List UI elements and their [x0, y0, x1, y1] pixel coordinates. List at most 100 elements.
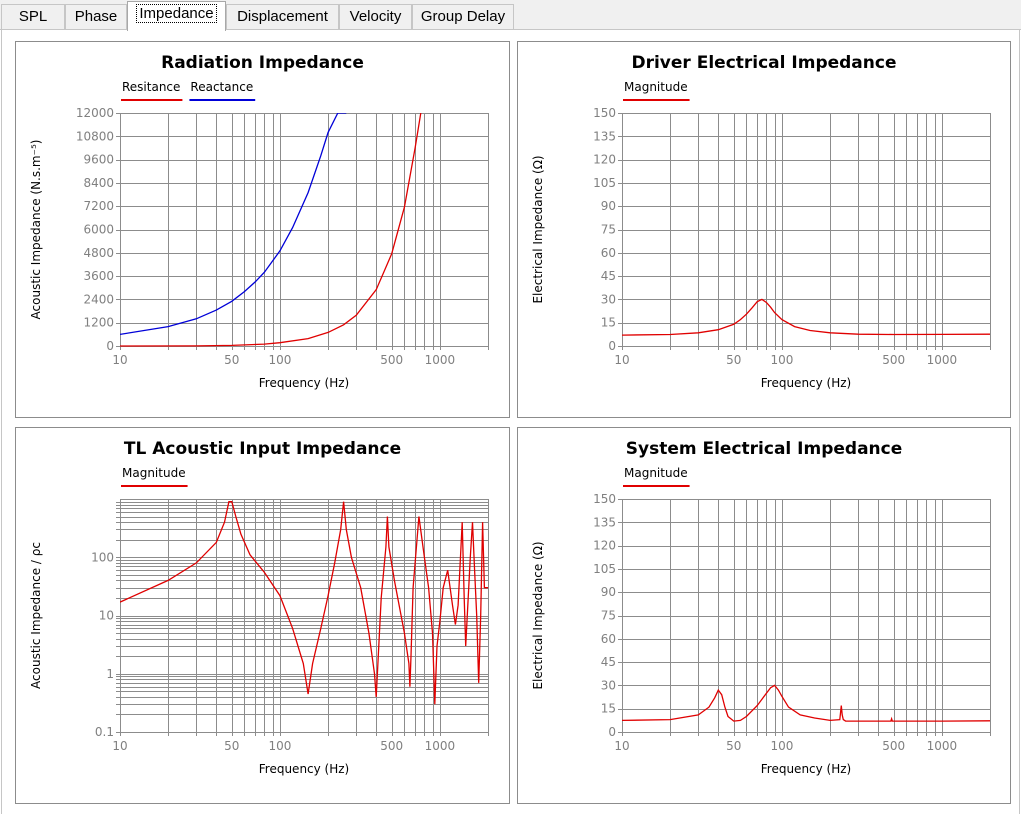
y-tick-label: 0 [106, 339, 114, 353]
x-tick-label: 10 [112, 739, 127, 753]
grid [116, 499, 489, 736]
y-tick-label: 45 [601, 269, 616, 283]
tab-phase[interactable]: Phase [65, 4, 127, 29]
y-tick-label: 2400 [83, 292, 114, 306]
chart-title: Driver Electrical Impedance [631, 53, 896, 73]
chart-title: Radiation Impedance [161, 53, 364, 73]
y-tick-label: 0.1 [95, 725, 114, 739]
legend-label: Magnitude [624, 80, 688, 94]
y-tick-label: 10 [99, 609, 114, 623]
tab-impedance[interactable]: Impedance [127, 1, 226, 31]
y-tick-label: 120 [593, 153, 616, 167]
legend-label: Magnitude [624, 466, 688, 480]
y-tick-label: 1 [106, 667, 114, 681]
y-tick-label: 105 [593, 562, 616, 576]
x-tick-label: 1000 [425, 353, 456, 367]
legend-label: Magnitude [122, 466, 186, 480]
x-tick-label: 500 [380, 353, 403, 367]
y-tick-label: 6000 [83, 223, 114, 237]
x-axis-label: Frequency (Hz) [259, 376, 350, 390]
y-tick-label: 30 [601, 678, 616, 692]
y-tick-label: 4800 [83, 246, 114, 260]
tab-displacement[interactable]: Displacement [226, 4, 339, 29]
y-tick-label: 75 [601, 609, 616, 623]
impedance-tab-content: Radiation Impedance Resitance Reactance 0 12… [1, 30, 1020, 814]
x-tick-label: 50 [224, 353, 239, 367]
grid [618, 499, 991, 736]
tab-bar: SPL Phase Impedance Displacement Velocit… [0, 0, 1021, 31]
y-tick-label: 90 [601, 199, 616, 213]
x-tick-label: 50 [726, 739, 741, 753]
radiation-impedance-chart: Radiation Impedance Resitance Reactance 0 12… [29, 53, 489, 390]
x-tick-label: 500 [380, 739, 403, 753]
y-tick-label: 105 [593, 176, 616, 190]
x-tick-label: 500 [882, 739, 905, 753]
x-tick-label: 10 [614, 739, 629, 753]
y-tick-label: 45 [601, 655, 616, 669]
plot-frame [622, 113, 991, 347]
x-tick-label: 50 [224, 739, 239, 753]
y-tick-label: 15 [601, 702, 616, 716]
y-tick-label: 30 [601, 292, 616, 306]
y-tick-label: 150 [593, 492, 616, 506]
y-tick-label: 12000 [76, 106, 114, 120]
y-tick-label: 100 [91, 550, 114, 564]
legend-label: Resitance [122, 80, 180, 94]
y-tick-label: 150 [593, 106, 616, 120]
y-tick-label: 90 [601, 585, 616, 599]
legend-label: Reactance [190, 80, 253, 94]
y-tick-label: 135 [593, 515, 616, 529]
series-line-reactance [120, 113, 347, 336]
driver-electrical-impedance-chart: Driver Electrical Impedance Magnitude 0 15 3… [531, 53, 991, 390]
tab-spl[interactable]: SPL [1, 4, 65, 29]
x-tick-label: 1000 [927, 739, 958, 753]
y-axis-label: Electrical Impedance (Ω) [531, 155, 545, 303]
y-tick-label: 10800 [76, 129, 114, 143]
x-tick-label: 1000 [425, 739, 456, 753]
system-electrical-impedance-panel: System Electrical Impedance Magnitude 0 15 3… [517, 427, 1011, 804]
y-tick-label: 15 [601, 316, 616, 330]
y-axis-label: Acoustic Impedance (N.s.m⁻⁵) [29, 140, 43, 320]
y-tick-label: 120 [593, 539, 616, 553]
grid [116, 113, 489, 350]
x-tick-label: 10 [112, 353, 127, 367]
series-line-magnitude [622, 684, 991, 722]
y-tick-label: 1200 [83, 316, 114, 330]
system-electrical-impedance-chart: System Electrical Impedance Magnitude 0 15 3… [531, 439, 991, 776]
plot-frame [120, 499, 489, 733]
y-tick-label: 8400 [83, 176, 114, 190]
tab-velocity[interactable]: Velocity [339, 4, 412, 29]
plot-frame [120, 113, 489, 347]
plot-frame [622, 499, 991, 733]
x-tick-label: 100 [268, 353, 291, 367]
x-tick-label: 500 [882, 353, 905, 367]
x-axis-label: Frequency (Hz) [761, 376, 852, 390]
y-axis-label: Electrical Impedance (Ω) [531, 541, 545, 689]
driver-electrical-impedance-panel: Driver Electrical Impedance Magnitude 0 15 3… [517, 41, 1011, 418]
y-tick-label: 0 [608, 339, 616, 353]
y-tick-label: 60 [601, 246, 616, 260]
x-tick-label: 100 [268, 739, 291, 753]
chart-title: TL Acoustic Input Impedance [124, 439, 401, 459]
series-line-magnitude [120, 501, 488, 705]
series-line-resitance [120, 113, 422, 347]
x-tick-label: 50 [726, 353, 741, 367]
x-tick-label: 100 [770, 739, 793, 753]
chart-title: System Electrical Impedance [626, 439, 903, 459]
x-axis-label: Frequency (Hz) [761, 762, 852, 776]
y-tick-label: 3600 [83, 269, 114, 283]
x-tick-label: 10 [614, 353, 629, 367]
grid [618, 113, 991, 350]
x-tick-label: 1000 [927, 353, 958, 367]
y-axis-label: Acoustic Impedance / ρc [29, 542, 43, 689]
tl-acoustic-input-impedance-chart: TL Acoustic Input ImpedanceMagnitude0.11… [29, 439, 489, 776]
y-tick-label: 75 [601, 223, 616, 237]
tab-divider [0, 29, 1021, 30]
series-line-magnitude [622, 298, 991, 336]
tab-group-delay[interactable]: Group Delay [412, 4, 514, 29]
radiation-impedance-panel: Radiation Impedance Resitance Reactance 0 12… [15, 41, 510, 418]
tl-acoustic-input-impedance-panel: TL Acoustic Input Impedance Magnitude 0.1 1… [15, 427, 510, 804]
y-tick-label: 0 [608, 725, 616, 739]
y-tick-label: 60 [601, 632, 616, 646]
y-tick-label: 7200 [83, 199, 114, 213]
